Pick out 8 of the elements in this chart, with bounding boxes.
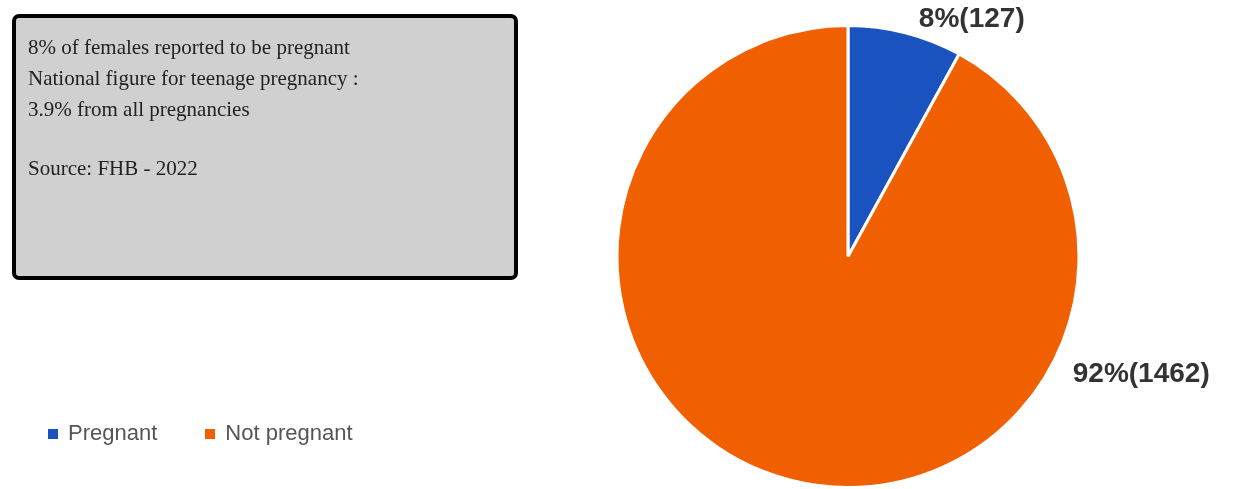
data-label: 92%(1462) [1072,357,1210,389]
text: National figure for teenage pregnancy : [28,65,360,92]
legend-label: Pregnant [68,420,158,445]
data-label: 8%(127) [918,1,1025,33]
source-note: Source: FHB - 2022 [28,155,199,182]
text: 3.9% from all pregnancies [28,96,251,123]
legend-label: Not pregnant [225,420,353,445]
text: 8% of females reported to be pregnant [28,34,351,61]
